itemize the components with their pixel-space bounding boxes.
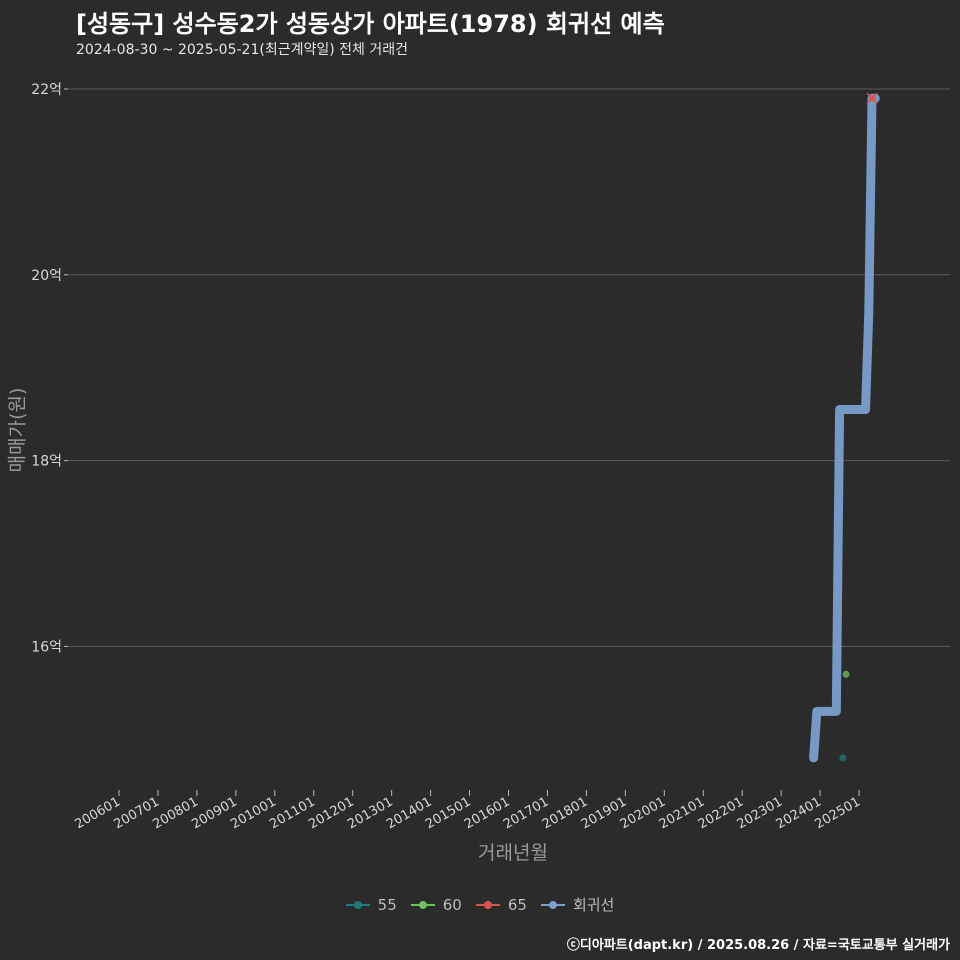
- y-tick-label-20: 20억: [31, 268, 62, 284]
- y-tick-label-16: 16억: [31, 639, 62, 655]
- legend-label-55: 55: [377, 895, 397, 914]
- legend-label-60: 60: [442, 895, 462, 914]
- y-tick-label-18: 18억: [31, 454, 62, 470]
- x-tick-label-202501: 202501: [813, 794, 863, 832]
- regression-line: [809, 93, 880, 763]
- legend-label-65: 65: [507, 895, 527, 914]
- legend-key-65: [475, 899, 500, 911]
- data-point-55-0: [839, 754, 847, 762]
- x-axis-title: 거래년월: [478, 842, 548, 864]
- legend-label-regression: 회귀선: [572, 896, 615, 914]
- legend-key-60: [410, 899, 435, 911]
- data-points-layer: [839, 92, 878, 762]
- x-tick-labels: 2006012007012008012009012010012011012012…: [73, 790, 863, 832]
- chart-subtitle: 2024-08-30 ~ 2025-05-21(최근계약일) 전체 거래건: [76, 42, 408, 58]
- legend-key-regression: [540, 899, 565, 911]
- legend-key-55: [345, 899, 370, 911]
- source-credit: ⓒ디아파트(dapt.kr) / 2025.08.26 / 자료=국토교통부 실…: [566, 938, 950, 953]
- y-tick-labels: 16억 18억 20억 22억: [31, 82, 62, 655]
- data-point-marker-65-0: [866, 92, 878, 104]
- legend-item-regression: 회귀선: [540, 894, 615, 915]
- y-tick-label-22: 22억: [31, 82, 62, 98]
- legend-item-55: 55: [345, 894, 397, 915]
- data-point-60-0: [842, 670, 850, 678]
- legend-item-65: 65: [475, 894, 527, 915]
- legend-item-60: 60: [410, 894, 462, 915]
- legend: 55 60 65 회귀선: [0, 894, 960, 915]
- regression-line-layer: [809, 93, 880, 763]
- chart-title: [성동구] 성수동2가 성동상가 아파트(1978) 회귀선 예측: [76, 10, 665, 38]
- y-gridlines: [64, 88, 950, 647]
